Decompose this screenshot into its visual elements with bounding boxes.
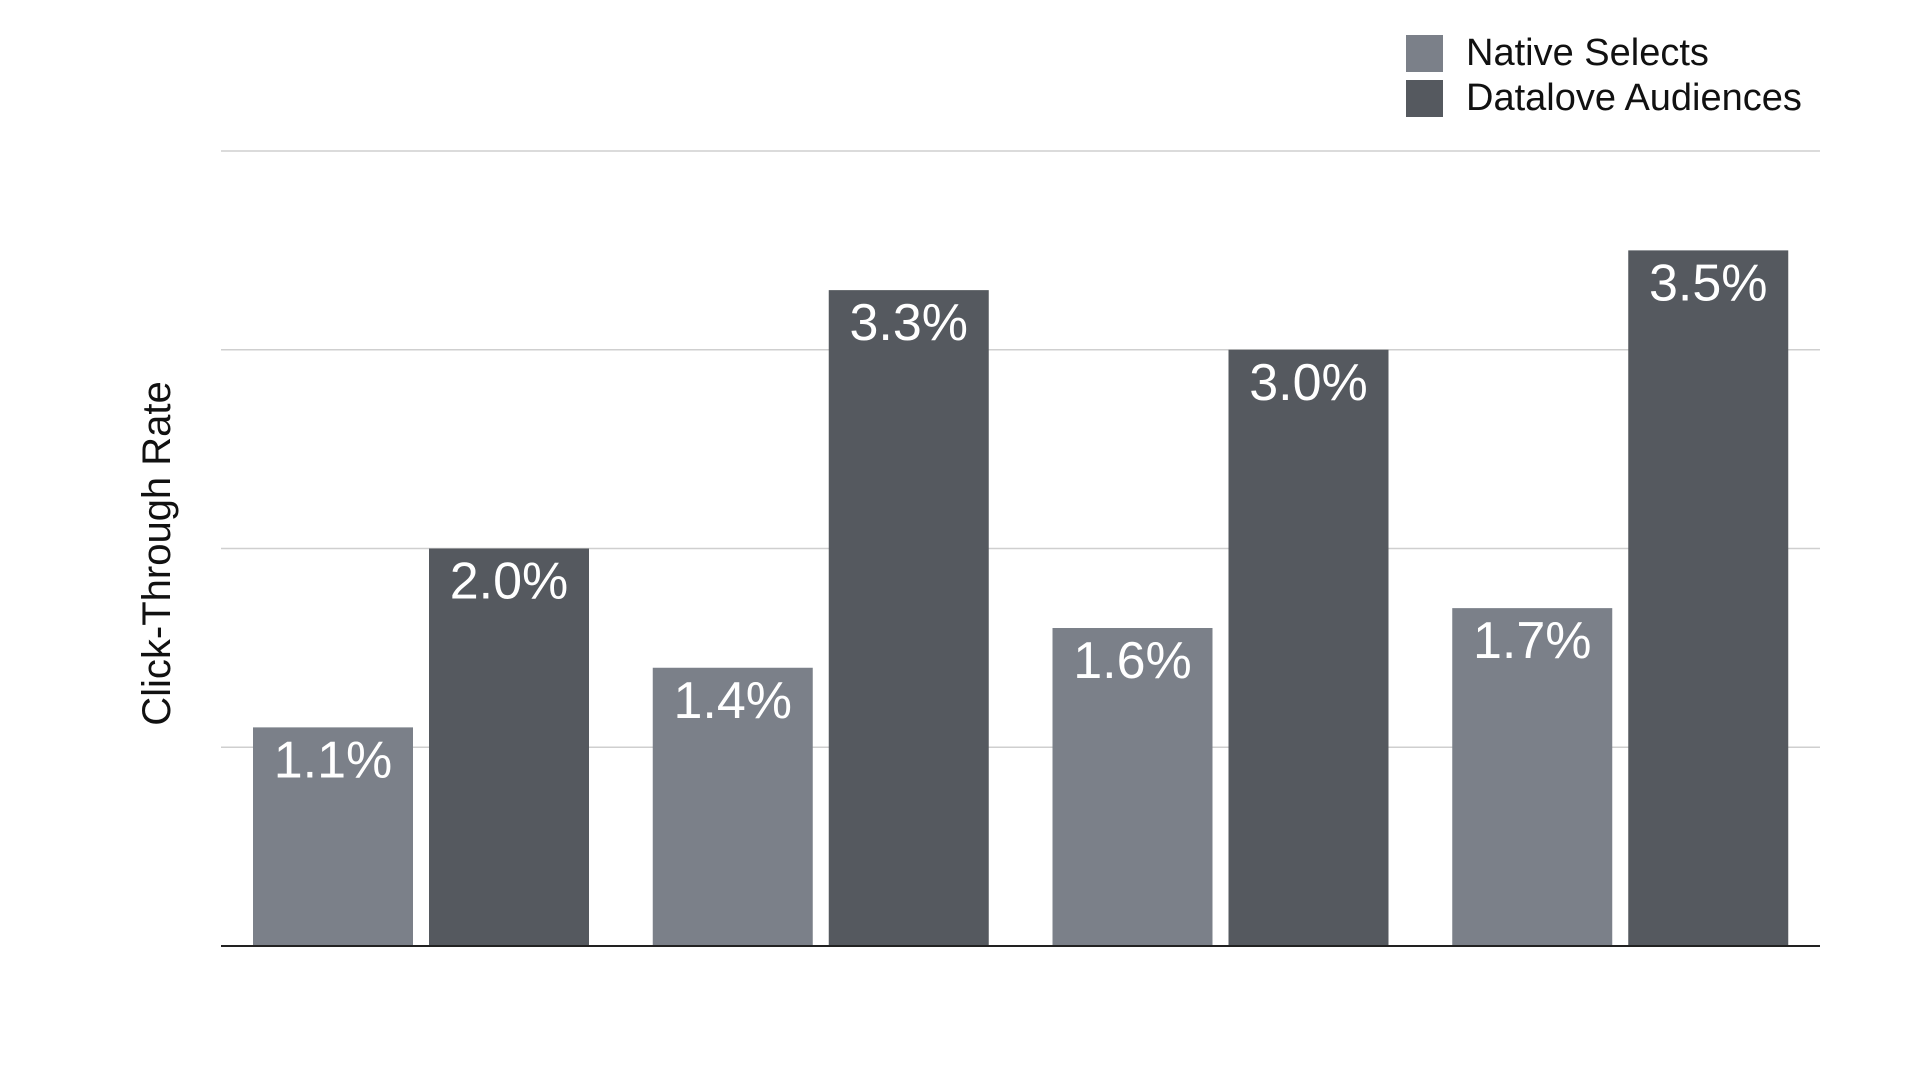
bar-series-2-group-1	[429, 548, 589, 946]
bar-value-label: 3.3%	[849, 294, 968, 352]
y-axis-label: Click-Through Rate	[135, 381, 179, 726]
bar-value-label: 1.1%	[274, 731, 393, 789]
bar-series-1-group-3	[1052, 628, 1213, 946]
bars	[253, 250, 1789, 946]
legend-swatch	[1406, 35, 1443, 72]
legend-label: Native Selects	[1466, 32, 1709, 74]
bar-value-label: 1.7%	[1473, 612, 1592, 670]
bar-value-label: 1.4%	[673, 672, 792, 730]
bar-series-1-group-2	[652, 667, 813, 946]
bar-series-2-group-3	[1228, 349, 1389, 946]
legend-swatch	[1406, 80, 1443, 117]
bar-value-labels: 1.1% 2.0% 1.4% 3.3% 1.6% 3.0% 1.7% 3.5%	[274, 254, 1768, 789]
bar-value-label: 2.0%	[450, 553, 569, 611]
bar-series-1-group-4	[1452, 608, 1613, 946]
bar-value-label: 3.0%	[1249, 354, 1368, 412]
bar-series-2-group-2	[828, 290, 989, 946]
bar-value-label: 1.6%	[1073, 632, 1192, 690]
bar-series-2-group-4	[1628, 250, 1789, 946]
bar-series-1-group-1	[253, 727, 413, 946]
legend-label: Datalove Audiences	[1466, 77, 1802, 119]
bar-value-label: 3.5%	[1649, 254, 1768, 312]
